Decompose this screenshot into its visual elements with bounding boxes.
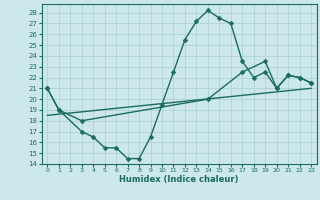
- X-axis label: Humidex (Indice chaleur): Humidex (Indice chaleur): [119, 175, 239, 184]
